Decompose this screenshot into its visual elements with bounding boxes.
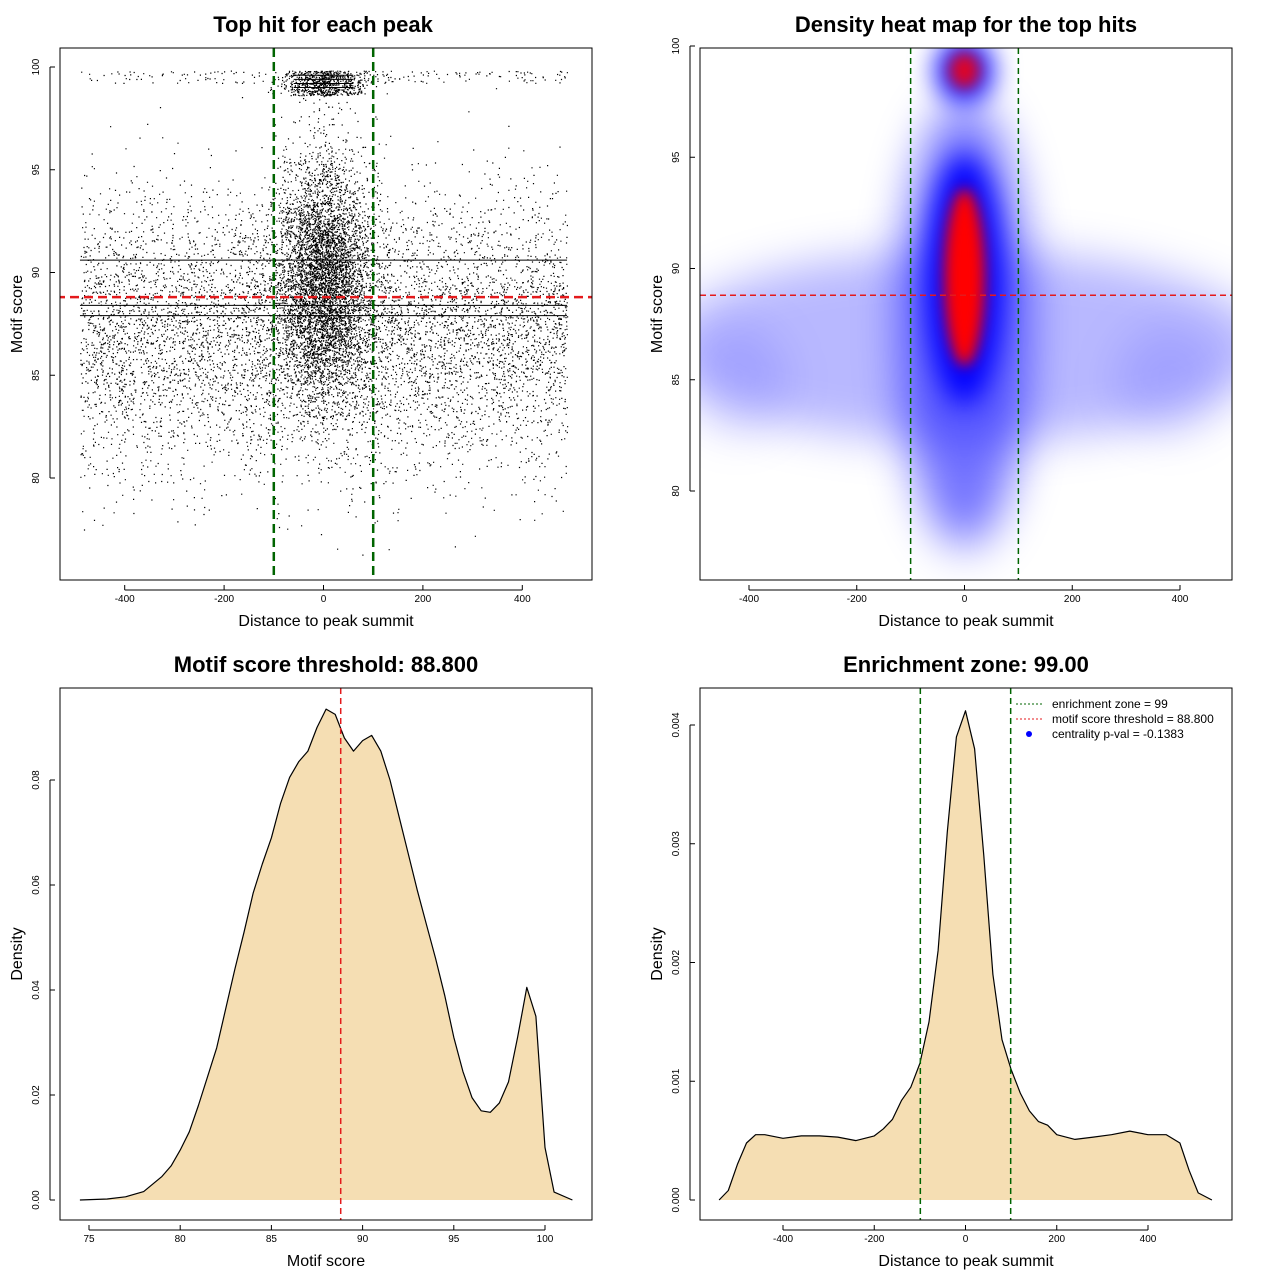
x-axis: -400 -200 0 200 400 (739, 585, 1189, 605)
y-axis-label: Density (649, 927, 666, 980)
x-tick-label: 95 (448, 1234, 460, 1245)
density-band (1115, 324, 1224, 436)
x-tick-label: 400 (1172, 594, 1189, 605)
scatter-points (80, 70, 569, 556)
heatmap-layer (700, 48, 1232, 580)
y-tick-label: 95 (671, 151, 682, 163)
y-axis: 0.000 0.001 0.002 0.003 0.004 (671, 712, 695, 1213)
y-tick-label: 0.002 (671, 950, 682, 975)
x-tick-label: -400 (739, 594, 759, 605)
plot-frame (699, 47, 1233, 581)
reference-lines (60, 48, 592, 580)
y-tick-label: 100 (31, 58, 42, 75)
x-tick-label: 0 (321, 594, 327, 605)
x-tick-label: 75 (83, 1234, 95, 1245)
y-tick-label: 0.00 (31, 1190, 42, 1210)
x-tick-label: 0 (962, 594, 968, 605)
y-tick-label: 85 (31, 369, 42, 381)
y-tick-label: 90 (31, 267, 42, 279)
y-tick-label: 80 (31, 472, 42, 484)
y-tick-label: 0.000 (671, 1187, 682, 1212)
x-tick-label: -200 (214, 594, 234, 605)
plot-frame (59, 47, 593, 581)
x-axis: 75 80 85 90 95 100 (83, 1225, 554, 1245)
panel-score-density: Motif score threshold: 88.800 75 80 85 90 95… (9, 652, 593, 1270)
x-axis-label: Distance to peak summit (878, 1253, 1054, 1270)
x-tick-label: 80 (175, 1234, 187, 1245)
density-layer (79, 708, 573, 1201)
y-tick-label: 0.04 (31, 980, 42, 1000)
x-tick-label: -400 (773, 1234, 793, 1245)
y-axis-label: Motif score (649, 275, 666, 353)
chart-title: Density heat map for the top hits (795, 12, 1137, 37)
y-tick-label: 0.08 (31, 770, 42, 790)
plot-frame (59, 687, 593, 1221)
panel-scatter: Top hit for each peak -400 -200 0 200 400 80… (9, 12, 593, 630)
x-tick-label: 200 (1064, 594, 1081, 605)
x-tick-label: 400 (1140, 1234, 1157, 1245)
chart-title: Top hit for each peak (213, 12, 433, 37)
density-fill (719, 710, 1212, 1200)
points-layer (79, 70, 569, 556)
density-fill (79, 709, 573, 1200)
x-tick-label: -200 (847, 594, 867, 605)
x-axis-label: Distance to peak summit (878, 613, 1054, 630)
x-axis-label: Distance to peak summit (238, 613, 414, 630)
density-peak (949, 52, 980, 89)
chart-title: Enrichment zone: 99.00 (843, 652, 1089, 677)
density-curve (79, 708, 573, 1201)
y-axis-label: Density (9, 927, 26, 980)
plot-frame (699, 687, 1233, 1221)
density-band (700, 324, 787, 436)
legend-swatch-pval (1026, 731, 1032, 737)
y-tick-label: 0.001 (671, 1068, 682, 1093)
y-tick-label: 0.06 (31, 875, 42, 895)
x-tick-label: 200 (1048, 1234, 1065, 1245)
x-tick-label: 90 (357, 1234, 369, 1245)
y-tick-label: 0.003 (671, 831, 682, 856)
y-axis: 0.00 0.02 0.04 0.06 0.08 (31, 770, 55, 1210)
x-tick-label: 200 (415, 594, 432, 605)
y-axis: 80 85 90 95 100 (31, 58, 55, 484)
y-tick-label: 0.02 (31, 1085, 42, 1105)
reference-lines (919, 688, 1012, 1220)
y-tick-label: 90 (671, 263, 682, 275)
x-axis: -400 -200 0 200 400 (773, 1225, 1157, 1245)
x-tick-label: 100 (537, 1234, 554, 1245)
x-tick-label: -400 (115, 594, 135, 605)
x-tick-label: 400 (514, 594, 531, 605)
y-tick-label: 95 (31, 164, 42, 176)
x-tick-label: 0 (963, 1234, 969, 1245)
y-tick-label: 85 (671, 374, 682, 386)
x-axis: -400 -200 0 200 400 (115, 585, 531, 605)
panel-distance-density: Enrichment zone: 99.00 -400 -200 0 200 400 0… (649, 652, 1233, 1270)
legend: enrichment zone = 99 motif score thresho… (1016, 697, 1214, 741)
legend-label-pval: centrality p-val = -0.1383 (1052, 727, 1184, 741)
x-axis-label: Motif score (287, 1253, 365, 1270)
density-curve (718, 710, 1213, 1201)
y-axis-label: Motif score (9, 275, 26, 353)
y-tick-label: 80 (671, 485, 682, 497)
panel-heatmap: Density heat map for the top hits -400 -2… (649, 12, 1233, 630)
density-layer (718, 710, 1213, 1201)
y-tick-label: 100 (671, 37, 682, 54)
y-tick-label: 0.004 (671, 712, 682, 737)
x-tick-label: -200 (864, 1234, 884, 1245)
legend-label-enrichment: enrichment zone = 99 (1052, 697, 1168, 711)
y-axis: 80 85 90 95 100 (671, 37, 695, 497)
x-tick-label: 85 (266, 1234, 278, 1245)
reference-lines (700, 48, 1232, 580)
legend-label-threshold: motif score threshold = 88.800 (1052, 712, 1214, 726)
chart-title: Motif score threshold: 88.800 (174, 652, 478, 677)
density-peak (944, 188, 985, 367)
